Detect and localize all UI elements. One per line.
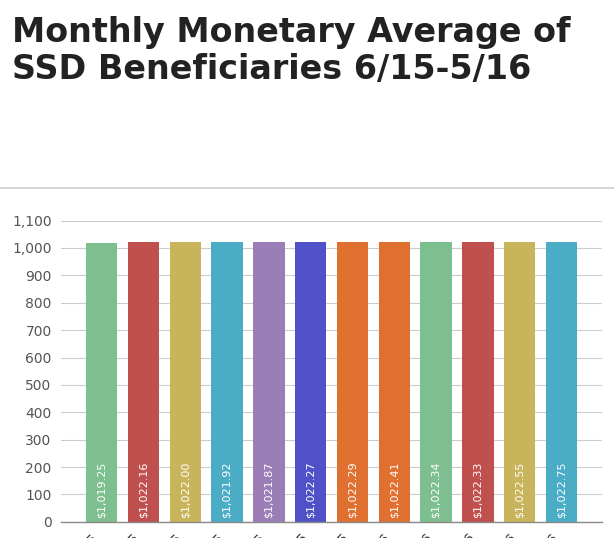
Bar <box>546 242 577 522</box>
Text: $1,022.75: $1,022.75 <box>556 461 567 518</box>
Text: Monthly Monetary Average of
SSD Beneficiaries 6/15-5/16: Monthly Monetary Average of SSD Benefici… <box>12 16 571 86</box>
Text: $1,022.41: $1,022.41 <box>389 461 399 518</box>
Text: $1,021.92: $1,021.92 <box>222 461 232 518</box>
Text: $1,022.33: $1,022.33 <box>473 462 483 518</box>
Bar <box>462 242 494 522</box>
Text: $1,022.00: $1,022.00 <box>181 462 190 518</box>
Text: $1,022.34: $1,022.34 <box>431 461 441 518</box>
Bar <box>253 242 284 522</box>
Text: $1,021.87: $1,021.87 <box>264 461 274 518</box>
Bar <box>211 242 243 522</box>
Bar <box>169 242 201 522</box>
Bar <box>337 242 368 522</box>
Bar <box>128 242 159 522</box>
Text: $1,022.29: $1,022.29 <box>348 461 357 518</box>
Text: $1,022.16: $1,022.16 <box>138 462 149 518</box>
Bar <box>421 242 452 522</box>
Bar <box>379 242 410 522</box>
Bar <box>86 243 117 522</box>
Bar <box>504 242 535 522</box>
Text: $1,019.25: $1,019.25 <box>96 462 107 518</box>
Text: $1,022.55: $1,022.55 <box>515 462 525 518</box>
Bar <box>295 242 326 522</box>
Text: $1,022.27: $1,022.27 <box>306 461 316 518</box>
